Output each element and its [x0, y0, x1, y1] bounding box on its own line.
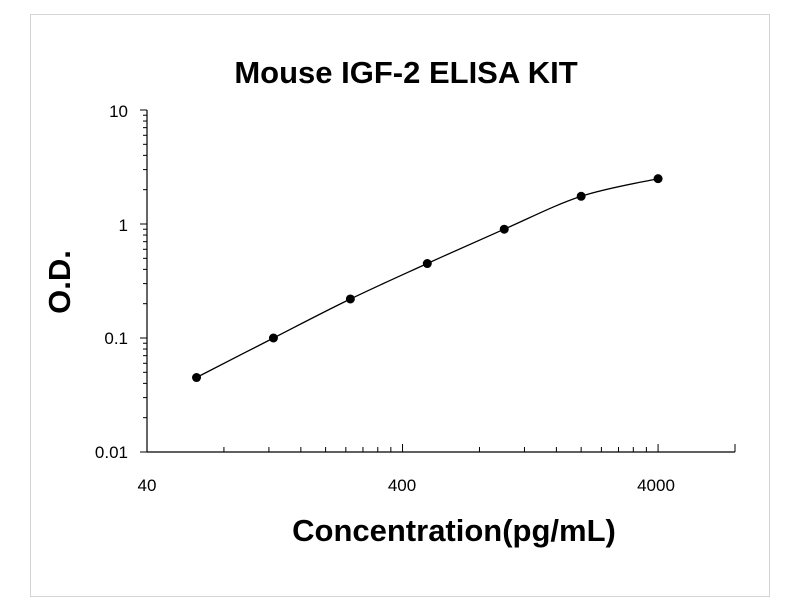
data-point-4: [499, 224, 509, 234]
chart-title: Mouse IGF-2 ELISA KIT: [234, 55, 577, 90]
y-axis-label: O.D.: [42, 250, 77, 314]
y-tick-label-10: 10: [109, 102, 128, 121]
x-tick-label-4000: 4000: [637, 476, 675, 495]
data-point-2: [345, 294, 355, 304]
y-tick-label-0.01: 0.01: [95, 443, 128, 462]
data-point-1: [268, 333, 278, 343]
data-point-5: [576, 191, 586, 201]
x-tick-label-40: 40: [138, 476, 157, 495]
fit-curve: [196, 177, 659, 379]
plot-series: [192, 174, 663, 383]
data-point-3: [422, 259, 432, 269]
data-point-6: [653, 174, 663, 184]
y-tick-label-0.1: 0.1: [104, 329, 128, 348]
data-point-0: [192, 373, 202, 383]
x-axis-label: Concentration(pg/mL): [292, 513, 616, 548]
x-tick-labels: 40 400 4000: [138, 476, 675, 495]
x-tick-label-400: 400: [388, 476, 416, 495]
axes: [140, 109, 736, 453]
y-tick-labels: 10 1 0.1 0.01: [95, 102, 128, 462]
y-tick-label-1: 1: [119, 216, 128, 235]
chart-frame: [30, 14, 770, 597]
